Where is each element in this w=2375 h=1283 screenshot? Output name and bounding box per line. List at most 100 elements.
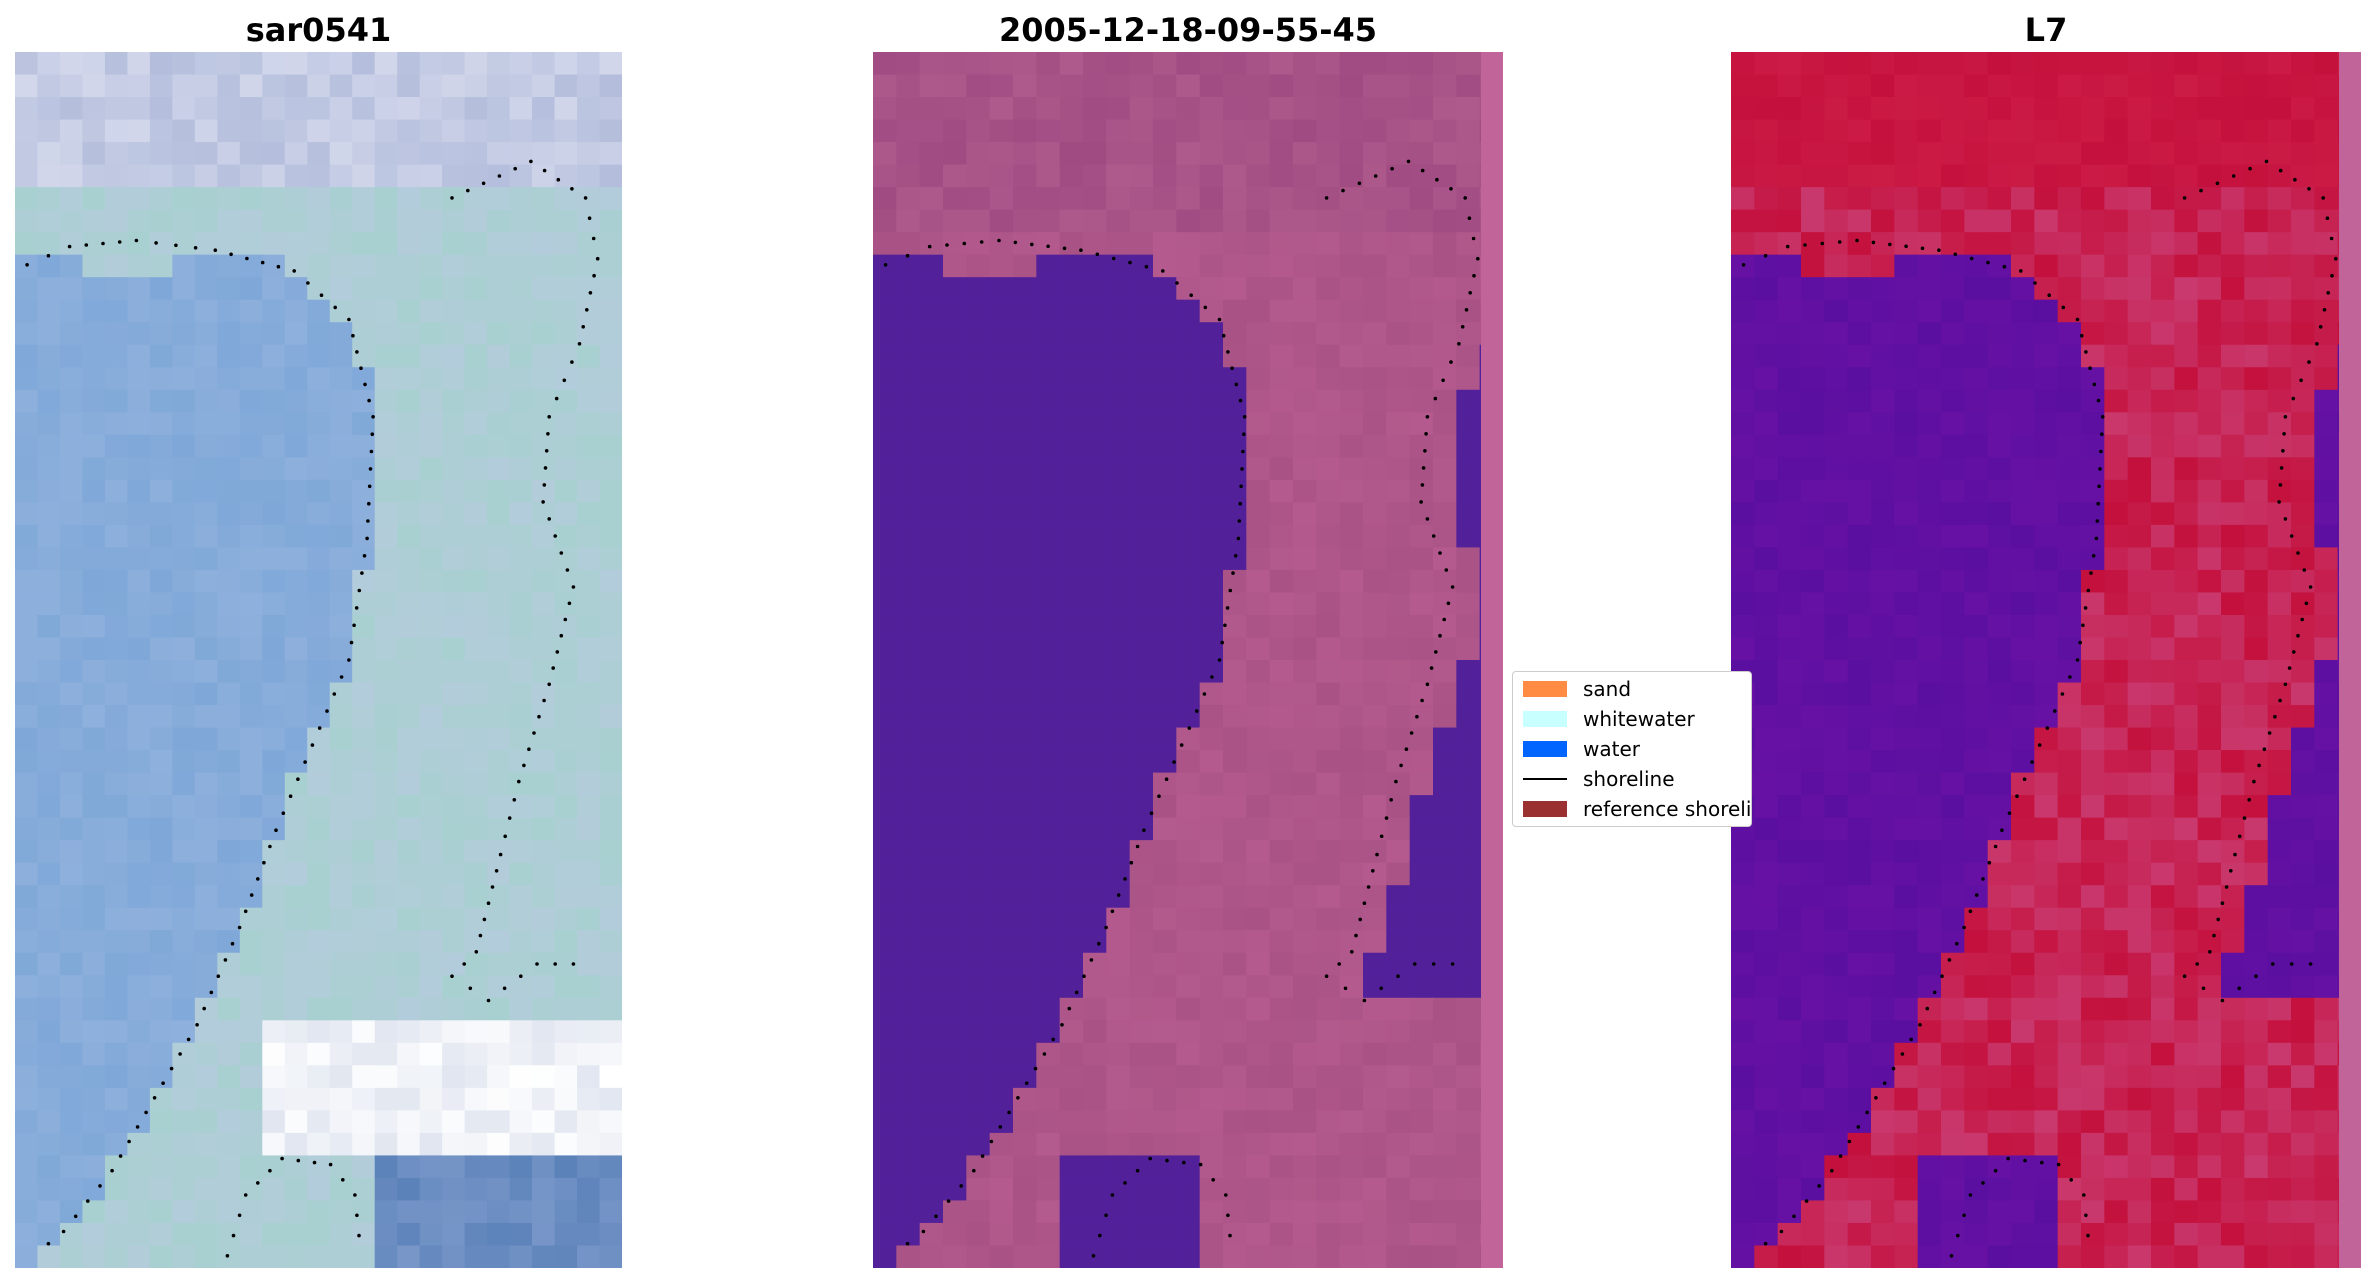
image-pixel: [1339, 524, 1364, 549]
image-pixel: [2291, 1245, 2315, 1268]
shoreline-point: [2293, 177, 2297, 182]
image-pixel: [2104, 74, 2129, 98]
image-pixel: [2244, 1042, 2269, 1066]
image-pixel: [2127, 479, 2152, 503]
image-pixel: [554, 142, 578, 166]
image-pixel: [1987, 164, 2012, 188]
image-pixel: [2034, 862, 2059, 886]
image-pixel: [1941, 1177, 1965, 1202]
image-pixel: [2174, 682, 2199, 706]
image-pixel: [374, 52, 398, 76]
image-pixel: [873, 885, 897, 909]
image-pixel: [989, 502, 1014, 526]
image-pixel: [374, 997, 398, 1021]
shoreline-point: [2292, 650, 2296, 654]
image-pixel: [1106, 952, 1131, 976]
image-pixel: [896, 1042, 921, 1066]
image-pixel: [1339, 1245, 1364, 1268]
image-pixel: [1269, 164, 1294, 188]
image-pixel: [2057, 142, 2082, 166]
image-pixel: [1847, 1042, 1872, 1066]
image-pixel: [2314, 524, 2339, 549]
image-pixel: [307, 569, 331, 594]
shoreline-point: [592, 273, 596, 278]
image-pixel: [2197, 52, 2222, 76]
image-pixel: [509, 975, 533, 999]
image-pixel: [194, 1200, 218, 1224]
image-pixel: [2267, 997, 2292, 1021]
image-pixel: [1871, 637, 1895, 661]
image-pixel: [1106, 1020, 1131, 1044]
image-pixel: [1847, 547, 1872, 571]
image-pixel: [1223, 74, 1247, 98]
image-pixel: [2291, 727, 2315, 751]
image-pixel: [15, 367, 39, 391]
image-pixel: [599, 1177, 622, 1202]
image-pixel: [172, 795, 196, 819]
image-pixel: [1894, 389, 1919, 413]
image-pixel: [1409, 1110, 1434, 1134]
image-pixel: [2314, 705, 2339, 729]
image-pixel: [1777, 389, 1802, 413]
image-pixel: [896, 367, 921, 391]
image-pixel: [2127, 344, 2152, 368]
image-pixel: [1316, 1065, 1341, 1089]
image-pixel: [1363, 389, 1387, 413]
image-pixel: [217, 74, 241, 98]
image-pixel: [599, 74, 622, 98]
image-pixel: [1129, 885, 1154, 909]
image-pixel: [1246, 1020, 1271, 1044]
image-pixel: [82, 1065, 106, 1089]
image-pixel: [442, 1245, 466, 1268]
shoreline-point: [462, 962, 467, 966]
image-pixel: [1293, 840, 1317, 864]
image-pixel: [532, 299, 556, 323]
image-pixel: [2034, 1065, 2059, 1089]
shoreline-point: [1033, 1066, 1038, 1071]
image-pixel: [2314, 434, 2339, 458]
image-pixel: [442, 367, 466, 391]
image-pixel: [1153, 1200, 1177, 1224]
image-pixel: [329, 1042, 353, 1066]
image-pixel: [2104, 52, 2129, 76]
image-pixel: [487, 592, 511, 616]
image-pixel: [532, 434, 556, 458]
image-pixel: [919, 660, 944, 684]
image-pixel: [1847, 524, 1872, 549]
image-pixel: [2127, 524, 2152, 549]
image-pixel: [329, 344, 353, 368]
shoreline-point: [1242, 415, 1247, 419]
shoreline-point: [281, 811, 286, 815]
image-pixel: [1176, 840, 1201, 864]
shoreline-point: [1234, 382, 1239, 387]
shoreline-point: [1433, 396, 1438, 401]
image-pixel: [1176, 660, 1201, 684]
image-pixel: [262, 705, 286, 729]
image-pixel: [2174, 232, 2199, 256]
image-pixel: [1083, 862, 1107, 886]
image-pixel: [599, 1087, 622, 1111]
image-pixel: [1269, 457, 1294, 481]
image-pixel: [1386, 1065, 1411, 1089]
image-pixel: [2104, 524, 2129, 549]
image-pixel: [307, 660, 331, 684]
image-pixel: [2174, 1132, 2199, 1157]
image-pixel: [1409, 389, 1434, 413]
image-pixel: [943, 1132, 967, 1157]
image-pixel: [1847, 97, 1872, 121]
image-pixel: [1754, 1132, 1779, 1157]
shoreline-point: [1221, 333, 1226, 338]
image-pixel: [1456, 772, 1481, 796]
image-pixel: [2081, 142, 2105, 166]
image-pixel: [59, 952, 84, 976]
image-pixel: [1199, 1155, 1224, 1179]
image-pixel: [2057, 1020, 2082, 1044]
image-pixel: [1456, 1132, 1481, 1157]
image-pixel: [1363, 344, 1387, 368]
image-pixel: [2151, 187, 2175, 211]
image-pixel: [149, 817, 173, 841]
shoreline-point: [1179, 743, 1184, 747]
shoreline-point: [1379, 834, 1384, 839]
image-pixel: [352, 1245, 376, 1268]
image-pixel: [1059, 975, 1084, 999]
